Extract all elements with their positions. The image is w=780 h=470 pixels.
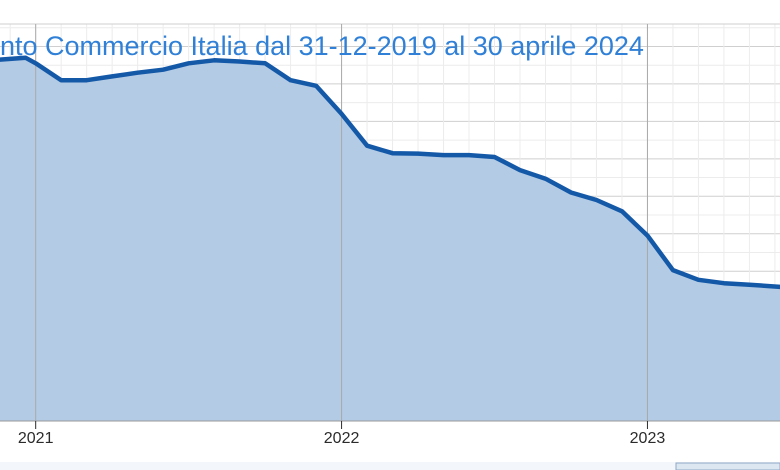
x-tick-label: 2023 — [630, 430, 666, 447]
series-area-fill — [0, 57, 780, 421]
chart-title: nto Commercio Italia dal 31-12-2019 al 3… — [0, 31, 644, 61]
x-tick-label: 2021 — [18, 430, 54, 447]
x-axis-ticks: 2021 2022 2023 — [18, 421, 665, 447]
x-tick-label: 2022 — [324, 430, 360, 447]
year-lines — [35, 24, 648, 421]
scrollbar-thumb[interactable] — [675, 462, 780, 470]
scrollbar-strip[interactable] — [0, 462, 780, 470]
series-line — [0, 55, 780, 290]
